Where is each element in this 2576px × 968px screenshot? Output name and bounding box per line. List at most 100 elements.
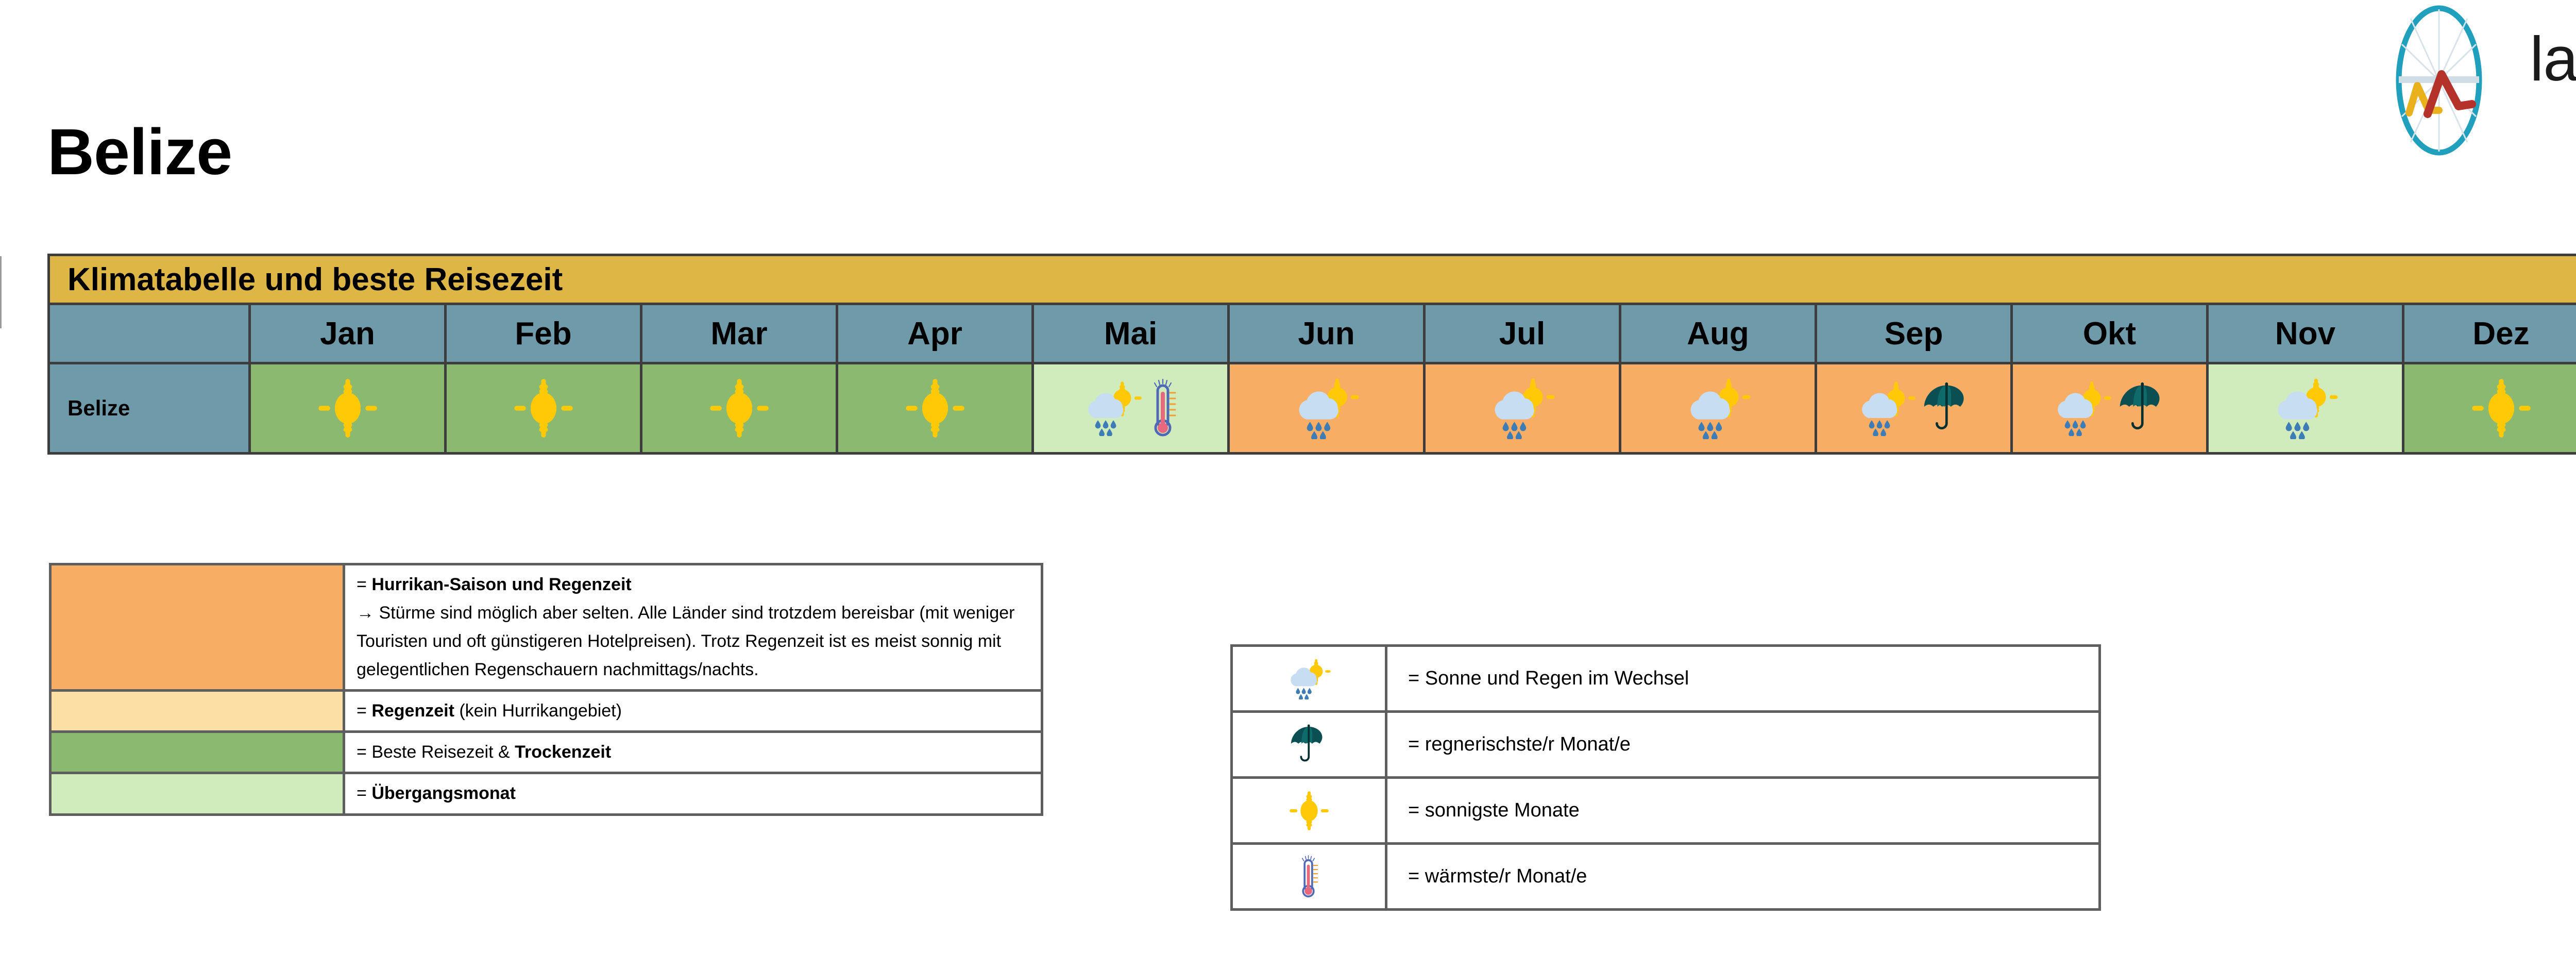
legend-color-description: = Übergangsmonat — [343, 772, 1043, 816]
legend-color-title: Übergangsmonat — [371, 783, 516, 804]
legend-color-title: Hurrikan-Saison und Regenzeit — [371, 575, 632, 594]
header-month-dez: Dez — [2402, 303, 2576, 364]
legend-color-swatch — [49, 562, 345, 692]
logo-wordmark: lateinamerika.reisen — [2530, 24, 2576, 94]
legend-icon-row: = Sonne und Regen im Wechsel — [1230, 644, 2101, 713]
month-icon-group — [642, 364, 836, 452]
month-icon-group — [1034, 364, 1227, 452]
header-month-okt: Okt — [2010, 303, 2209, 364]
legend-icons-table: = Sonne und Regen im Wechsel = regnerisc… — [1230, 644, 2101, 911]
legend-icon-cell — [1230, 644, 1387, 713]
month-cell-jan — [248, 362, 447, 455]
month-cell-sep — [1815, 362, 2013, 455]
sun-icon — [905, 379, 964, 438]
table-header-row: JanFebMarAprMaiJunJulAugSepOktNovDezAnme… — [47, 303, 2576, 364]
sun-rain-cloud-icon — [1690, 378, 1750, 439]
month-icon-group — [838, 364, 1031, 452]
month-cell-nov — [2206, 362, 2404, 455]
header-month-feb: Feb — [444, 303, 642, 364]
legend-icon-cell — [1230, 776, 1387, 845]
sun-icon — [709, 379, 769, 438]
legend-color-description: = Beste Reisezeit & Trockenzeit — [343, 730, 1043, 775]
sun-rain-cloud-icon — [1088, 381, 1142, 436]
month-cell-aug — [1619, 362, 1817, 455]
legend-color-row: = Hurrikan-Saison und Regenzeit → Stürme … — [49, 562, 1043, 692]
month-icon-group — [251, 364, 444, 452]
month-cell-okt — [2010, 362, 2209, 455]
month-cell-jul — [1423, 362, 1621, 455]
sun-rain-cloud-icon — [1290, 659, 1331, 699]
sun-rain-cloud-icon — [1233, 647, 1385, 710]
sun-rain-cloud-icon — [1299, 378, 1359, 439]
sun-rain-cloud-icon — [1293, 377, 1361, 439]
page-title: Belize — [47, 115, 232, 188]
legend-color-row: = Regenzeit (kein Hurrikangebiet) — [49, 689, 1043, 733]
header-month-apr: Apr — [836, 303, 1034, 364]
legend-color-swatch — [49, 730, 345, 775]
sun-icon — [318, 379, 377, 438]
thermometer-icon — [1154, 378, 1176, 437]
month-cell-jun — [1227, 362, 1426, 455]
month-icon-group — [2013, 364, 2206, 452]
legend-color-description: = Regenzeit (kein Hurrikangebiet) — [343, 689, 1043, 733]
sun-rain-cloud-icon — [1862, 381, 1916, 436]
sun-icon — [1233, 779, 1385, 842]
legend-equals: = — [357, 701, 372, 721]
legend-colors-table: = Hurrikan-Saison und Regenzeit → Stürme … — [49, 562, 1043, 816]
sun-icon — [514, 379, 573, 438]
legend-color-title: Trockenzeit — [515, 742, 612, 762]
table-row: Belize — [47, 362, 2576, 455]
legend-color-body: → Stürme sind möglich aber selten. Alle … — [357, 603, 1015, 680]
corner-cell — [47, 303, 251, 364]
legend-color-swatch — [49, 772, 345, 816]
header-month-nov: Nov — [2206, 303, 2404, 364]
month-icon-group — [447, 364, 640, 452]
month-cell-feb — [444, 362, 642, 455]
sun-rain-cloud-icon — [1684, 377, 1752, 439]
header-month-mai: Mai — [1031, 303, 1230, 364]
sun-rain-cloud-icon — [2052, 380, 2113, 436]
table-title: Klimatabelle und beste Reisezeit — [47, 254, 2576, 305]
sun-icon — [901, 374, 969, 442]
row-label-belize: Belize — [47, 362, 251, 455]
legend-icon-row: = sonnigste Monate — [1230, 776, 2101, 845]
sun-rain-cloud-icon — [1856, 380, 1917, 436]
month-icon-group — [1817, 364, 2010, 452]
umbrella-icon — [2118, 381, 2167, 435]
umbrella-icon — [1924, 382, 1964, 430]
lens-mountain-logo-icon — [2362, 3, 2516, 158]
header-month-jul: Jul — [1423, 303, 1621, 364]
month-icon-group — [1426, 364, 1619, 452]
umbrella-icon — [1291, 724, 1323, 761]
sun-rain-cloud-icon — [2058, 381, 2112, 436]
legend-plain-text: Beste Reisezeit & — [371, 742, 515, 762]
legend-color-swatch — [49, 689, 345, 733]
sun-rain-cloud-icon — [1082, 380, 1143, 436]
header-month-aug: Aug — [1619, 303, 1817, 364]
legend-equals: = — [357, 742, 372, 762]
legend-icon-row: = wärmste/r Monat/e — [1230, 842, 2101, 911]
month-icon-group — [1230, 364, 1423, 452]
sun-icon — [1289, 791, 1329, 830]
umbrella-icon — [1233, 713, 1385, 776]
header-month-jun: Jun — [1227, 303, 1426, 364]
legend-color-row: = Beste Reisezeit & Trockenzeit — [49, 730, 1043, 775]
month-cell-apr — [836, 362, 1034, 455]
month-icon-group — [1621, 364, 1815, 452]
legend-equals: = — [357, 575, 372, 594]
sun-icon — [705, 374, 773, 442]
month-icon-group — [2209, 364, 2402, 452]
legend-color-description: = Hurrikan-Saison und Regenzeit → Stürme … — [343, 562, 1043, 692]
month-icon-group — [2404, 364, 2576, 452]
legend-icon-label: = sonnigste Monate — [1385, 776, 2101, 845]
table-title-row: Klimatabelle und beste Reisezeit — [47, 254, 2576, 305]
month-cell-mar — [640, 362, 838, 455]
sun-icon — [2471, 379, 2531, 438]
legend-icon-cell — [1230, 710, 1387, 779]
sun-rain-cloud-icon — [1488, 377, 1556, 439]
month-cell-dez — [2402, 362, 2576, 455]
legend-color-row: = Übergangsmonat — [49, 772, 1043, 816]
sun-icon — [510, 374, 578, 442]
thermometer-icon — [1233, 845, 1385, 908]
brand-logo[interactable]: lateinamerika.reisen Die Spezialisten — [2362, 3, 2576, 158]
